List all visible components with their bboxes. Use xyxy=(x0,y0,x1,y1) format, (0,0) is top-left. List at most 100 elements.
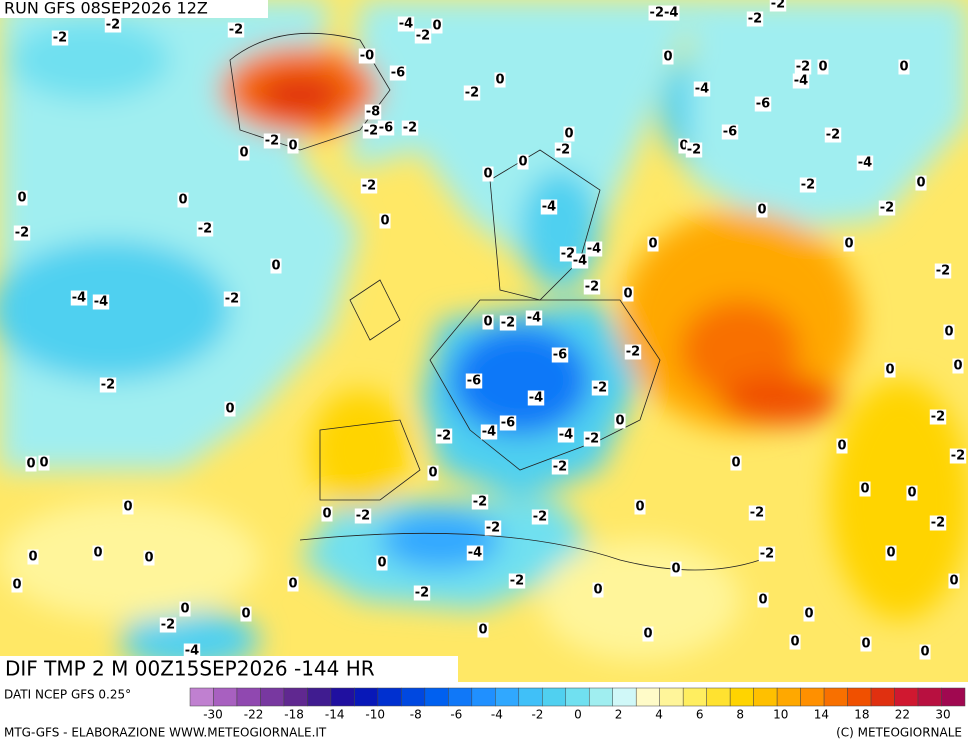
contour-label: -2-4 xyxy=(650,6,679,21)
contour-label-bg xyxy=(952,358,964,374)
contour-label: 0 xyxy=(844,237,853,252)
colorbar-tick-label: -4 xyxy=(491,708,503,722)
contour-label-bg xyxy=(51,30,69,46)
contour-label: 0 xyxy=(643,627,652,642)
contour-label-bg xyxy=(563,126,575,142)
contour-label: -2 xyxy=(364,124,378,139)
contour-label-bg xyxy=(898,59,910,75)
colorbar-tick-label: 10 xyxy=(773,708,788,722)
contour-label: -2 xyxy=(106,18,120,33)
contour-label-bg xyxy=(196,221,214,237)
contour-label-bg xyxy=(413,585,431,601)
contour-label-bg xyxy=(16,190,28,206)
contour-label: -2 xyxy=(53,31,67,46)
contour-label-bg xyxy=(583,431,601,447)
contour-label-bg xyxy=(287,576,299,592)
contour-label-bg xyxy=(362,123,380,139)
coastlines xyxy=(229,32,761,571)
contour-label-bg xyxy=(227,22,245,38)
contour-label: -6 xyxy=(391,66,405,81)
color-swatch xyxy=(870,687,895,707)
contour-label: -6 xyxy=(379,121,393,136)
color-swatch xyxy=(307,687,332,707)
color-swatch xyxy=(495,687,520,707)
contour-label-bg xyxy=(377,120,395,136)
contour-label: 0 xyxy=(593,583,602,598)
contour-label-bg xyxy=(92,545,104,561)
contour-label: -4 xyxy=(399,17,413,32)
contour-label-bg xyxy=(929,409,947,425)
contour-label-bg xyxy=(70,290,88,306)
contour-label-bg xyxy=(482,314,494,330)
contour-label-bg xyxy=(471,494,489,510)
contour-label-bg xyxy=(929,515,947,531)
contour-label: -4 xyxy=(858,156,872,171)
header-box xyxy=(0,0,268,18)
contour-label-bg xyxy=(554,142,572,158)
contour-label-bg xyxy=(592,582,604,598)
contour-label-bg xyxy=(824,127,842,143)
contour-label-bg xyxy=(884,362,896,378)
colorbar-tick-label: 4 xyxy=(655,708,663,722)
color-swatch xyxy=(894,687,919,707)
contour-label: 0 xyxy=(478,623,487,638)
contour-label-bg xyxy=(906,485,918,501)
contour-label-bg xyxy=(287,138,299,154)
contour-label-bg xyxy=(693,81,711,97)
contour-label-bg xyxy=(358,48,376,64)
contour-label-bg xyxy=(662,49,674,65)
contour-label-bg xyxy=(499,415,517,431)
color-swatch xyxy=(659,687,684,707)
contour-label-bg xyxy=(856,155,874,171)
contour-label: -2 xyxy=(533,510,547,525)
contour-label: -4 xyxy=(529,391,543,406)
contour-label: 0 xyxy=(731,456,740,471)
contour-label: -6 xyxy=(553,348,567,363)
contour-label: 0 xyxy=(428,466,437,481)
colorbar-tick-label: -22 xyxy=(244,708,264,722)
color-swatch xyxy=(776,687,801,707)
contour-label: 0 xyxy=(377,556,386,571)
contour-label-bg xyxy=(508,573,526,589)
color-swatch xyxy=(377,687,402,707)
color-swatch xyxy=(588,687,613,707)
color-swatch xyxy=(542,687,567,707)
contour-label-bg xyxy=(685,142,703,158)
contour-label-bg xyxy=(179,601,191,617)
contour-label: -4 xyxy=(185,644,199,659)
contour-label: -2 xyxy=(687,143,701,158)
color-swatch xyxy=(283,687,308,707)
contour-label: -4 xyxy=(72,291,86,306)
contour-label: -2 xyxy=(801,178,815,193)
contour-label: -2 xyxy=(403,121,417,136)
contour-label-bg xyxy=(934,263,952,279)
contour-label: -4 xyxy=(94,295,108,310)
color-swatch xyxy=(213,687,238,707)
contour-label-bg xyxy=(143,550,155,566)
contour-label: 0 xyxy=(861,637,870,652)
contour-label: -2 xyxy=(561,247,575,262)
contour-label: 0 xyxy=(518,155,527,170)
contour-label: 0 xyxy=(679,139,688,154)
contour-label-bg xyxy=(38,455,50,471)
contour-label: -2 xyxy=(265,134,279,149)
contour-label: -2 xyxy=(936,264,950,279)
contour-label: 0 xyxy=(944,325,953,340)
contour-label: 0 xyxy=(239,146,248,161)
map-title: DIF TMP 2 M 00Z15SEP2026 -144 HR xyxy=(5,657,375,681)
contour-label: -2 xyxy=(101,378,115,393)
contour-label-bg xyxy=(642,626,654,642)
contour-label: -2 xyxy=(951,449,965,464)
colorbar-tick-label: -14 xyxy=(325,708,345,722)
colorbar-tick-label: 8 xyxy=(736,708,744,722)
colorbar-tick-label: 14 xyxy=(814,708,829,722)
contour-label-bg xyxy=(270,258,282,274)
contour-label-bg xyxy=(792,73,810,89)
contour-label: 0 xyxy=(288,139,297,154)
contour-label-bg xyxy=(648,5,680,21)
contour-label: -4 xyxy=(482,425,496,440)
contour-label: 0 xyxy=(380,214,389,229)
color-swatch xyxy=(236,687,261,707)
